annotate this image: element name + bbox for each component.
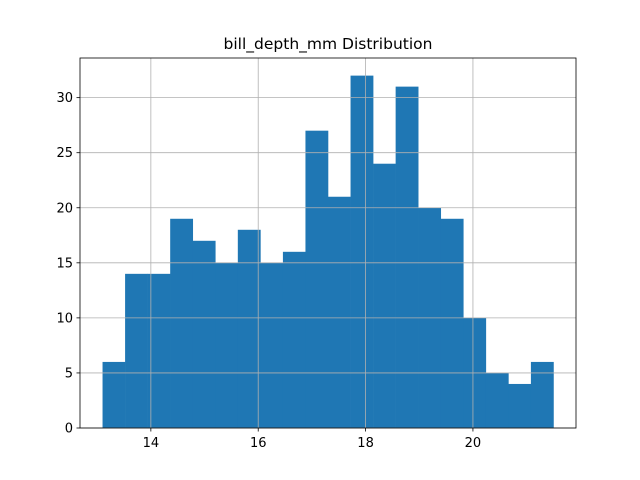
x-tick-label: 14 (143, 436, 160, 451)
plot-frame (79, 57, 577, 429)
chart-title: bill_depth_mm Distribution (224, 35, 433, 54)
histogram-bar (237, 229, 261, 428)
y-tick-label: 0 (65, 422, 73, 437)
y-tick-label: 10 (56, 311, 73, 326)
histogram-bar (440, 218, 464, 428)
histogram-bar (508, 383, 532, 428)
histogram-bar (102, 361, 126, 428)
y-tick-label: 30 (56, 91, 73, 106)
histogram-bar (530, 361, 554, 428)
x-tick-label: 18 (357, 436, 374, 451)
histogram-bar (350, 75, 374, 428)
y-tick-label: 5 (65, 366, 73, 381)
histogram-bar (305, 130, 329, 428)
x-tick-label: 16 (250, 436, 267, 451)
histogram-bar (485, 372, 509, 428)
y-tick-label: 15 (56, 256, 73, 271)
y-tick-label: 25 (56, 146, 73, 161)
histogram-bar (373, 163, 396, 428)
histogram-bar (147, 273, 171, 428)
x-axis-ticks: 14 16 18 20 (143, 428, 482, 451)
histogram-bar (192, 240, 216, 428)
y-tick-label: 20 (56, 201, 73, 216)
histogram-bar (125, 273, 148, 428)
x-tick-label: 20 (465, 436, 482, 451)
histogram-bar (170, 218, 194, 428)
y-axis-ticks: 0 5 10 15 20 25 30 (56, 91, 80, 437)
histogram-bar (260, 262, 284, 428)
bars (102, 75, 554, 428)
histogram-bar (215, 262, 239, 428)
histogram-bar (395, 86, 419, 428)
histogram-bar (282, 251, 306, 428)
histogram-bar (328, 196, 351, 428)
